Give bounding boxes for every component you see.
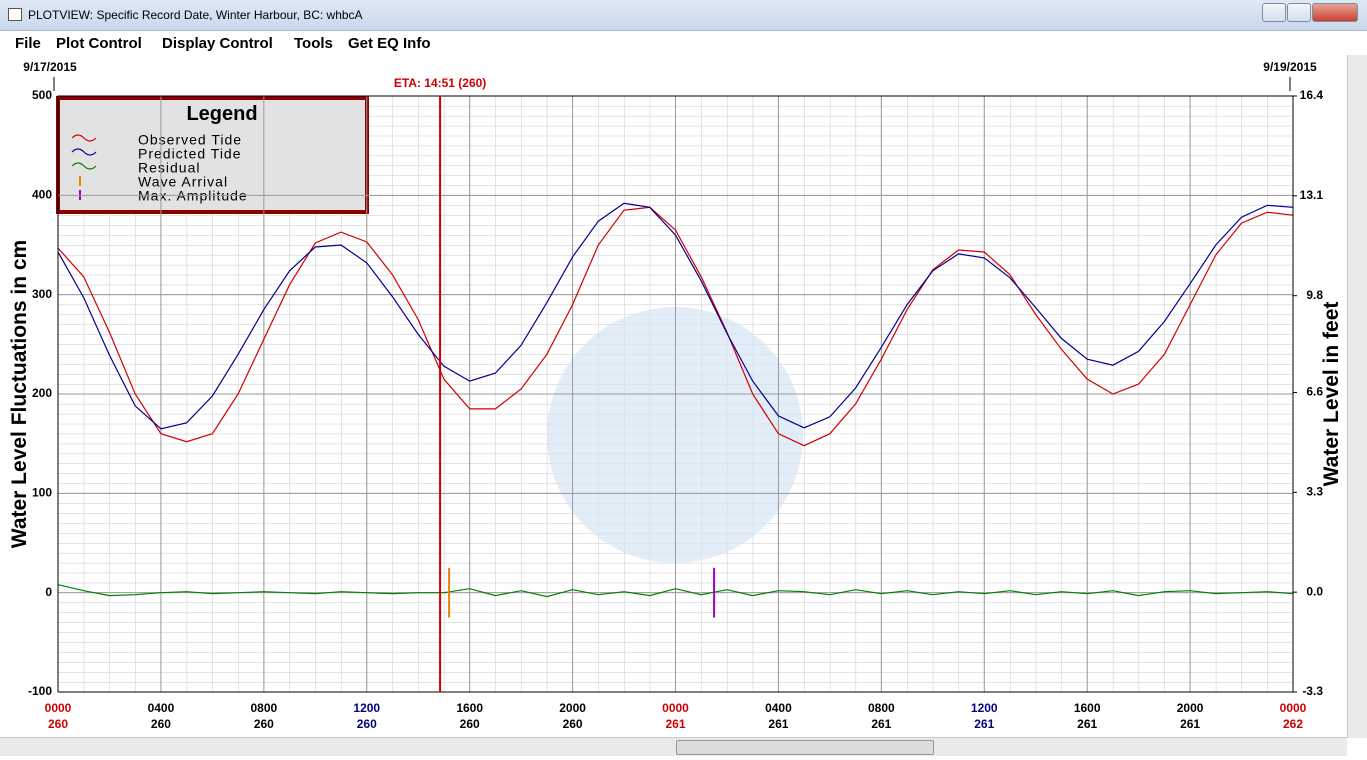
x-tick-day-label: 261 xyxy=(974,717,994,731)
y2-tick-label: 16.4 xyxy=(1300,88,1324,102)
minimize-button[interactable] xyxy=(1262,3,1286,22)
x-tick-day-label: 260 xyxy=(254,717,274,731)
menu-bar: File Plot Control Display Control Tools … xyxy=(0,31,1367,55)
x-tick-label: 0400 xyxy=(148,701,175,715)
eta-label: ETA: 14:51 (260) xyxy=(394,76,486,90)
legend-label: Wave Arrival xyxy=(138,174,228,190)
x-tick-label: 0000 xyxy=(662,701,689,715)
app-icon xyxy=(8,8,22,21)
chart: 9/17/2015 9/19/2015 Water Level Fluctuat… xyxy=(8,60,1343,731)
y-tick-label: 400 xyxy=(32,188,52,202)
y2-axis-label: Water Level in feet xyxy=(1320,302,1343,487)
x-tick-day-label: 260 xyxy=(357,717,377,731)
legend-swatch xyxy=(71,148,97,156)
x-tick-day-label: 260 xyxy=(460,717,480,731)
x-tick-label: 0400 xyxy=(765,701,792,715)
x-tick-day-label: 262 xyxy=(1283,717,1303,731)
x-tick-day-label: 261 xyxy=(665,717,685,731)
series-line xyxy=(57,202,1294,430)
plot-frame xyxy=(57,95,1294,693)
y2-tick-label: -3.3 xyxy=(1302,684,1323,698)
x-tick-label: 1200 xyxy=(971,701,998,715)
y2-tick-label: 3.3 xyxy=(1306,484,1323,498)
y-tick-label: -100 xyxy=(28,684,52,698)
menu-item[interactable]: File xyxy=(15,35,41,52)
scroll-thumb[interactable] xyxy=(676,740,934,755)
y-tick-label: 0 xyxy=(45,585,52,599)
x-tick-label: 0000 xyxy=(1280,701,1307,715)
x-tick-day-label: 261 xyxy=(871,717,891,731)
menu-item[interactable]: Tools xyxy=(294,35,333,52)
horizontal-scrollbar[interactable] xyxy=(0,737,1347,756)
x-tick-label: 1600 xyxy=(1074,701,1101,715)
y-tick-label: 100 xyxy=(32,486,52,500)
menu-item[interactable]: Get EQ Info xyxy=(348,35,431,52)
y2-tick-label: 13.1 xyxy=(1300,188,1324,202)
x-tick-day-label: 260 xyxy=(151,717,171,731)
maximize-button[interactable] xyxy=(1287,3,1311,22)
x-tick-label: 0800 xyxy=(250,701,277,715)
x-tick-label: 2000 xyxy=(1177,701,1204,715)
legend-label: Residual xyxy=(138,160,200,176)
y2-tick-label: 6.6 xyxy=(1306,385,1323,399)
legend-label: Observed Tide xyxy=(138,132,242,148)
menu-item[interactable]: Display Control xyxy=(162,35,273,52)
legend-swatch xyxy=(71,134,97,142)
x-tick-label: 1200 xyxy=(353,701,380,715)
start-date: 9/17/2015 xyxy=(23,60,77,74)
y2-tick-label: 0.0 xyxy=(1306,584,1323,598)
x-tick-day-label: 261 xyxy=(1180,717,1200,731)
legend-title: Legend xyxy=(186,103,257,125)
x-tick-label: 1600 xyxy=(456,701,483,715)
menu-item[interactable]: Plot Control xyxy=(56,35,142,52)
y-tick-label: 200 xyxy=(32,386,52,400)
x-tick-label: 0000 xyxy=(45,701,72,715)
title-bar: PLOTVIEW: Specific Record Date, Winter H… xyxy=(0,0,1367,31)
y-tick-label: 300 xyxy=(32,287,52,301)
series-line xyxy=(57,584,1294,598)
window-title: PLOTVIEW: Specific Record Date, Winter H… xyxy=(28,8,363,22)
y2-tick-label: 9.8 xyxy=(1306,288,1323,302)
legend-label: Predicted Tide xyxy=(138,146,242,162)
x-tick-label: 2000 xyxy=(559,701,586,715)
y-tick-label: 500 xyxy=(32,88,52,102)
y-axis-label: Water Level Fluctuations in cm xyxy=(8,240,31,548)
vertical-scrollbar[interactable] xyxy=(1347,55,1367,738)
x-tick-day-label: 260 xyxy=(563,717,583,731)
legend-swatch xyxy=(71,162,97,170)
end-date: 9/19/2015 xyxy=(1263,60,1317,74)
x-tick-day-label: 261 xyxy=(768,717,788,731)
close-button[interactable] xyxy=(1312,3,1358,22)
series-line xyxy=(57,206,1294,447)
x-tick-day-label: 261 xyxy=(1077,717,1097,731)
x-tick-day-label: 260 xyxy=(48,717,68,731)
x-tick-label: 0800 xyxy=(868,701,895,715)
